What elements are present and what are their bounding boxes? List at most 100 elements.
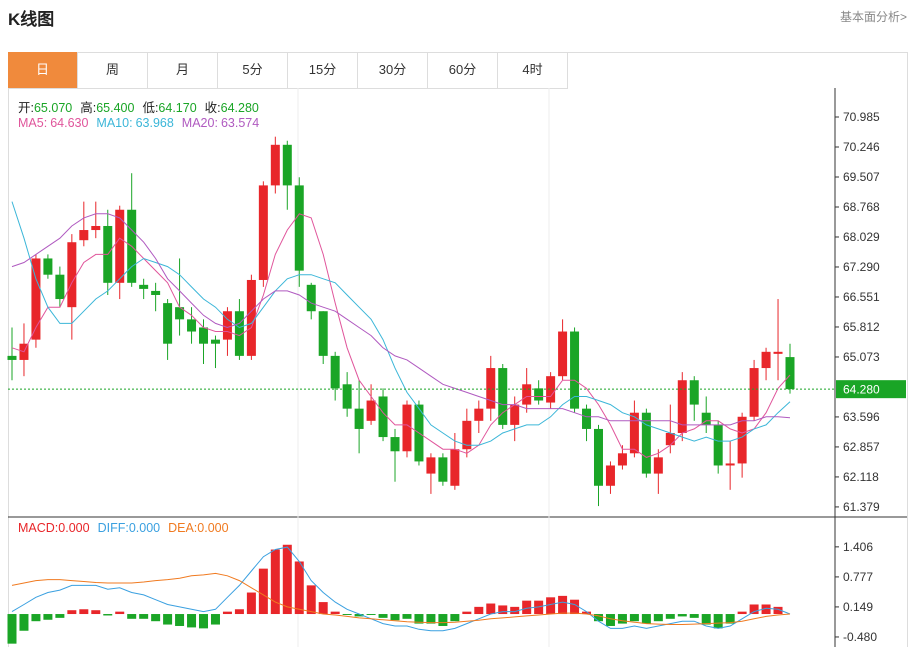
tab[interactable]: 5分 <box>218 52 288 89</box>
candle-body <box>139 284 149 289</box>
macd-bar <box>677 614 687 617</box>
candle-body <box>486 368 496 409</box>
candle-body <box>270 144 280 186</box>
macd-bar <box>761 604 771 615</box>
macd-bar <box>522 600 532 615</box>
macd-bar <box>55 614 65 618</box>
candle-body <box>258 185 268 280</box>
macd-bar <box>354 614 364 617</box>
tab[interactable]: 15分 <box>288 52 358 89</box>
legend-value: 65.070 <box>33 101 73 115</box>
legend-value: 0.000 <box>58 521 90 535</box>
chart-frame <box>8 52 908 647</box>
candle-body <box>677 380 687 434</box>
candle-body <box>67 242 77 308</box>
macd-bar <box>163 614 173 625</box>
candle-body <box>222 311 232 340</box>
legend-name: 高: <box>80 101 97 115</box>
candle-body <box>55 274 65 300</box>
y-tick-label: 70.246 <box>843 140 880 154</box>
macd-bar <box>558 595 568 615</box>
tab[interactable]: 日 <box>8 52 78 89</box>
candle-body <box>246 279 256 356</box>
macd-bar <box>605 614 615 626</box>
macd-bar <box>474 606 484 615</box>
y-tick-label: 62.118 <box>843 470 879 484</box>
tab[interactable]: 4时 <box>498 52 568 89</box>
candle-body <box>725 463 735 466</box>
macd-bar <box>713 614 723 629</box>
legend-value: 63.574 <box>220 116 260 130</box>
macd-bar <box>737 611 747 615</box>
candle-body <box>510 404 520 425</box>
macd-bar <box>749 604 759 615</box>
macd-bar <box>103 614 113 616</box>
y-tick-label: 68.768 <box>843 200 880 214</box>
macd-bar <box>414 614 424 624</box>
macd-bar <box>426 614 436 624</box>
tab[interactable]: 30分 <box>358 52 428 89</box>
y-tick-label: 70.985 <box>843 110 880 124</box>
candle-body <box>294 185 304 271</box>
macd-bar <box>617 614 627 624</box>
macd-bar <box>593 614 603 622</box>
candle-body <box>115 209 125 283</box>
legend-name: DEA: <box>168 521 198 535</box>
candle-body <box>163 303 173 344</box>
y-tick-label: 65.073 <box>843 350 880 364</box>
macd-bar <box>366 614 376 615</box>
macd-bar <box>139 614 149 619</box>
candle-body <box>43 258 53 275</box>
candle-body <box>175 307 185 320</box>
candle-body <box>199 327 209 344</box>
fundamental-link[interactable]: 基本面分析> <box>839 10 907 24</box>
y-tick-label: 66.551 <box>843 290 880 304</box>
candle-body <box>785 357 795 390</box>
y-tick-label: 61.379 <box>843 500 880 514</box>
macd-bar <box>330 611 340 615</box>
candle-body <box>546 376 556 403</box>
tab[interactable]: 周 <box>78 52 148 89</box>
candle-body <box>617 453 627 466</box>
title: K线图 <box>8 10 55 29</box>
legend-value: 63.968 <box>135 116 174 130</box>
macd-bar <box>43 614 53 620</box>
ohlc-legend: 开:65.070 高:65.400 低:64.170 收:64.280 <box>18 97 267 116</box>
tab[interactable]: 月 <box>148 52 218 89</box>
macd-bar <box>199 614 209 629</box>
candle-body <box>450 449 460 486</box>
candle-body <box>7 355 17 360</box>
candle-body <box>187 319 197 332</box>
macd-bar <box>641 614 651 624</box>
y-tick-label: -0.480 <box>843 630 877 644</box>
macd-bar <box>582 611 592 615</box>
legend-value: 64.170 <box>158 101 197 115</box>
macd-bar <box>91 610 101 615</box>
candle-body <box>498 368 508 425</box>
macd-bar <box>282 544 292 615</box>
line <box>11 546 791 632</box>
legend-value: 65.400 <box>96 101 135 115</box>
y-tick-label: 69.507 <box>843 170 880 184</box>
y-tick-label: 67.290 <box>843 260 880 274</box>
macd-bar <box>31 614 41 622</box>
candle-body <box>151 290 161 295</box>
macd-bar <box>510 606 520 615</box>
candle-body <box>378 396 388 438</box>
macd-bar <box>306 585 316 615</box>
line <box>11 572 791 625</box>
candle-body <box>318 311 328 356</box>
macd-bar <box>234 609 244 615</box>
macd-bar <box>246 592 256 615</box>
macd-bar <box>629 614 639 622</box>
tab[interactable]: 60分 <box>428 52 498 89</box>
macd-bar <box>689 614 699 618</box>
candle-body <box>641 412 651 474</box>
candle-body <box>354 408 364 429</box>
candle-body <box>91 225 101 231</box>
candle-body <box>582 408 592 429</box>
tabs: 日周月 5分 15分 30分 60分 4时 <box>8 52 568 89</box>
line <box>11 213 791 426</box>
y-tick-label: 0.777 <box>843 570 873 584</box>
